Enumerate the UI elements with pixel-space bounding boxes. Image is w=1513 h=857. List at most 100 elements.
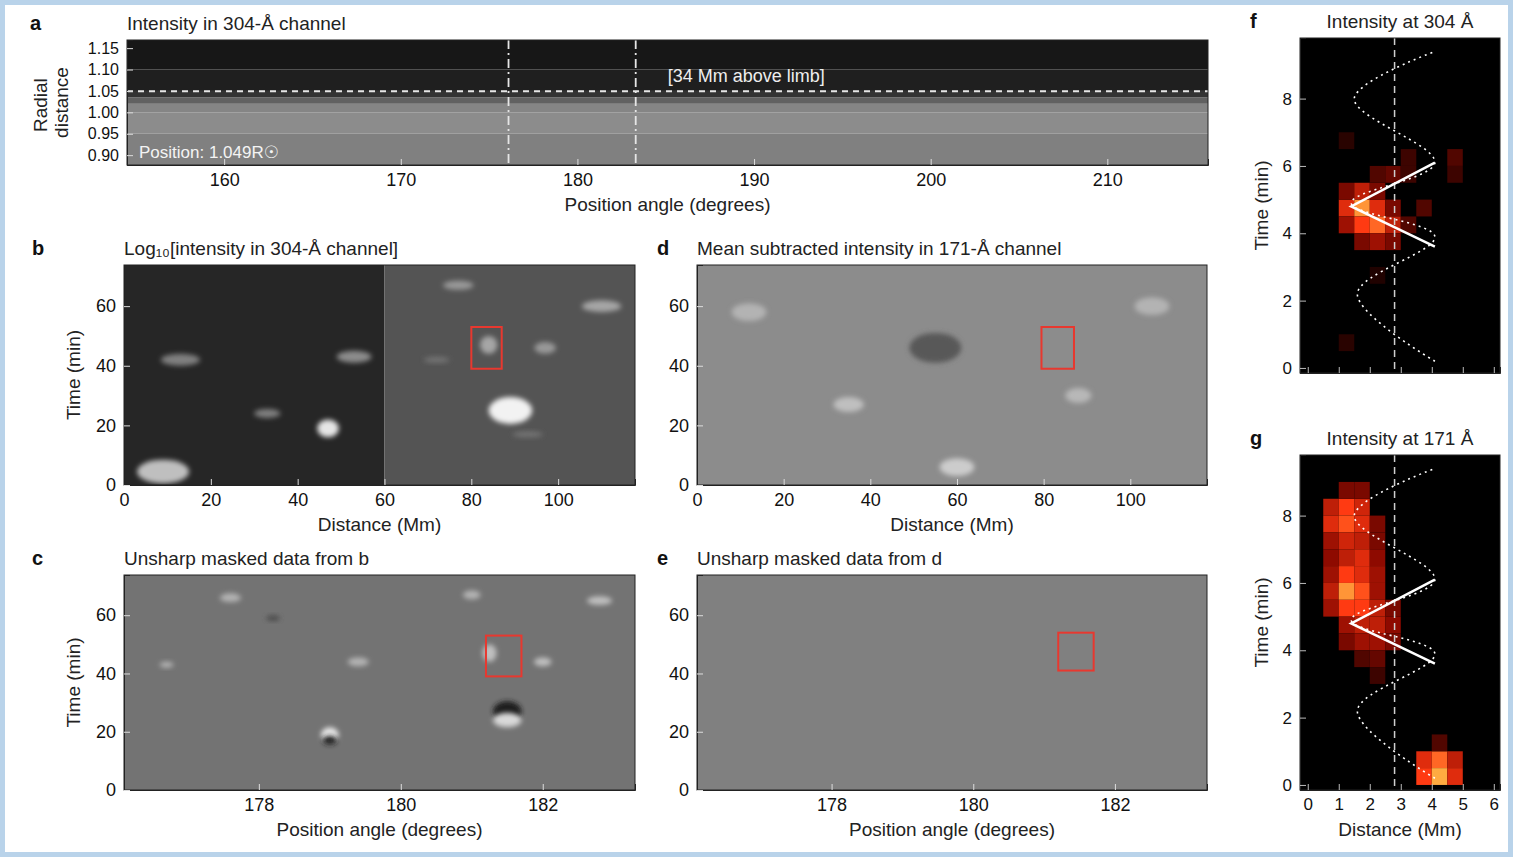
tick: 4 — [1283, 641, 1306, 660]
heatmap-cell — [1323, 583, 1339, 600]
panel: 0204060801000204060dMean subtracted inte… — [657, 237, 1208, 535]
tick: 4 — [1428, 784, 1437, 814]
background-region — [384, 265, 635, 485]
tick: 80 — [462, 479, 482, 510]
feature — [443, 281, 473, 290]
highlight-box — [1041, 327, 1073, 369]
oscillation-curve — [1351, 51, 1435, 361]
tick: 6 — [1490, 784, 1499, 814]
x-axis — [1301, 367, 1501, 374]
x-axis: 178180182 — [125, 784, 636, 815]
tick-mark — [1300, 368, 1306, 369]
tick-label: 182 — [528, 795, 558, 815]
axis-line — [1301, 367, 1501, 374]
tick-label: 60 — [947, 490, 967, 510]
heatmap-cell — [1354, 516, 1370, 533]
panel-letter: g — [1250, 427, 1262, 449]
panel-title: Intensity at 171 Å — [1327, 428, 1474, 449]
tick-mark — [127, 70, 133, 71]
heatmap-cell — [1354, 549, 1370, 566]
heatmap-cell — [1370, 516, 1386, 533]
tick-mark — [1300, 785, 1306, 786]
tick: 8 — [1283, 90, 1306, 109]
panel-title: Unsharp masked data from b — [124, 548, 369, 569]
tick-mark — [870, 479, 871, 485]
tick: 180 — [959, 784, 989, 815]
y-axis: 02468 — [1283, 39, 1306, 378]
tick-label: 40 — [669, 356, 689, 376]
tick-label: 40 — [861, 490, 881, 510]
heatmap-cell — [1370, 233, 1386, 250]
intensity-band — [127, 97, 1208, 103]
heatmap-cell — [1354, 583, 1370, 600]
panel-title: Intensity in 304-Å channel — [127, 13, 346, 34]
reference-line — [635, 40, 637, 165]
figure-svg: 1601701801902002100.900.951.001.051.101.… — [0, 0, 1513, 857]
tick-label: 0 — [106, 475, 116, 495]
axis-line — [128, 159, 1209, 166]
tick-mark — [1300, 718, 1306, 719]
heatmap-cell — [1370, 566, 1386, 583]
tick-mark — [1339, 367, 1340, 373]
tick: 200 — [916, 159, 946, 190]
axis-line — [125, 266, 131, 486]
intensity-band — [127, 104, 1208, 113]
tick-label: 20 — [201, 490, 221, 510]
heatmap-cell — [1370, 166, 1386, 183]
heatmap-cell — [1323, 499, 1339, 516]
panel-letter: e — [657, 547, 668, 569]
tick: 5 — [1459, 784, 1468, 814]
tick-mark — [124, 790, 130, 791]
tick-mark — [697, 306, 703, 307]
intensity-band — [127, 91, 1208, 97]
y-axis: 0204060 — [96, 576, 130, 801]
tick-mark — [124, 425, 130, 426]
tick — [1339, 367, 1340, 373]
x-axis-title: Distance (Mm) — [1338, 819, 1462, 840]
tick-label: 100 — [544, 490, 574, 510]
tick-label: 40 — [96, 664, 116, 684]
feature — [482, 644, 496, 661]
heatmap-cell — [1323, 532, 1339, 549]
tick-label: 0 — [679, 475, 689, 495]
tick-label: 0 — [1283, 359, 1292, 378]
tick-label: 0 — [1304, 795, 1313, 814]
tick-label: 178 — [817, 795, 847, 815]
tick-label: 1.15 — [88, 40, 119, 57]
heatmap-cell — [1370, 583, 1386, 600]
tick-mark — [1300, 650, 1306, 651]
tick-mark — [543, 784, 544, 790]
tick: 6 — [1283, 574, 1306, 593]
tick-mark — [1107, 159, 1108, 165]
tick: 60 — [669, 296, 703, 316]
panel-letter: d — [657, 237, 669, 259]
panel-title: Unsharp masked data from d — [697, 548, 942, 569]
tick-label: 200 — [916, 170, 946, 190]
tick: 60 — [96, 605, 130, 625]
heatmap-cell — [1385, 617, 1401, 634]
tick — [1308, 367, 1309, 373]
tick: 180 — [563, 159, 593, 190]
feature — [587, 596, 612, 605]
panel-letter: c — [32, 547, 43, 569]
tick-mark — [401, 784, 402, 790]
axis-line — [125, 576, 131, 791]
plot-frame — [127, 40, 1208, 165]
axis-line — [1301, 456, 1307, 791]
panel-title: Mean subtracted intensity in 171-Å chann… — [697, 238, 1061, 259]
tick-label: 1.00 — [88, 104, 119, 121]
plot-frame — [697, 575, 1207, 790]
plot-area — [127, 40, 1208, 165]
heatmap-cell — [1432, 734, 1448, 751]
feature — [940, 458, 975, 476]
figure: 1601701801902002100.900.951.001.051.101.… — [0, 0, 1513, 857]
tick: 20 — [774, 479, 794, 510]
tick-mark — [127, 112, 133, 113]
feature — [534, 342, 556, 354]
tick-mark — [1432, 784, 1433, 790]
tick: 178 — [817, 784, 847, 815]
plot-frame — [1300, 38, 1500, 373]
tick-label: 5 — [1459, 795, 1468, 814]
plot-area — [697, 575, 1207, 790]
tick-mark — [1463, 367, 1464, 373]
